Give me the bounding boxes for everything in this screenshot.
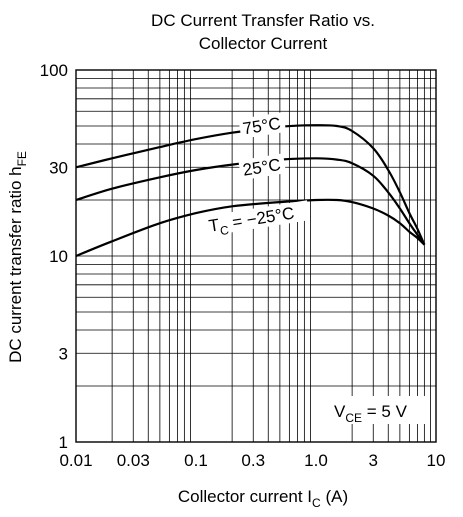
- series-line-1: [75, 157, 426, 246]
- y-tick-label: 3: [59, 344, 68, 363]
- x-tick-label: 0.01: [59, 451, 92, 470]
- condition-label-bg: [330, 396, 426, 424]
- series-label-bg: [204, 200, 311, 237]
- x-tick-label: 0.03: [117, 451, 150, 470]
- condition-label: VCE = 5 V: [334, 402, 408, 425]
- series-label-0: 75°C: [238, 112, 287, 139]
- y-axis-label: DC current transfer ratio hFE: [6, 151, 29, 363]
- y-tick-label: 100: [40, 61, 68, 80]
- x-axis-label: Collector current IC (A): [178, 487, 348, 510]
- curve-labels: 75°C 25°C TC = −25°C: [204, 112, 311, 238]
- series-line-0: [75, 124, 426, 246]
- x-tick-label: 1.0: [304, 451, 328, 470]
- series-label-1: 25°C: [238, 153, 287, 181]
- series-label-bg: [238, 112, 287, 139]
- curves: [75, 124, 426, 258]
- y-tick-label: 1: [59, 433, 68, 452]
- y-tick-label: 10: [49, 247, 68, 266]
- series-label-text: 75°C: [241, 114, 281, 139]
- series-label-bg: [238, 153, 287, 181]
- x-tick-label: 0.3: [241, 451, 265, 470]
- x-tick-label: 3: [369, 451, 378, 470]
- series-line-2: [75, 198, 426, 258]
- plot-frame: [75, 69, 437, 443]
- x-tick-label: 10: [427, 451, 446, 470]
- series-label-2: TC = −25°C: [204, 200, 311, 238]
- chart-title-line1: DC Current Transfer Ratio vs.: [151, 11, 375, 30]
- tick-labels: 0.01 0.03 0.1 0.3 1.0 3 10 1 3 10 30 100: [40, 61, 446, 470]
- x-tick-label: 0.1: [184, 451, 208, 470]
- series-label-text: 25°C: [241, 155, 281, 180]
- chart-title-line2: Collector Current: [199, 34, 328, 53]
- y-tick-label: 30: [49, 158, 68, 177]
